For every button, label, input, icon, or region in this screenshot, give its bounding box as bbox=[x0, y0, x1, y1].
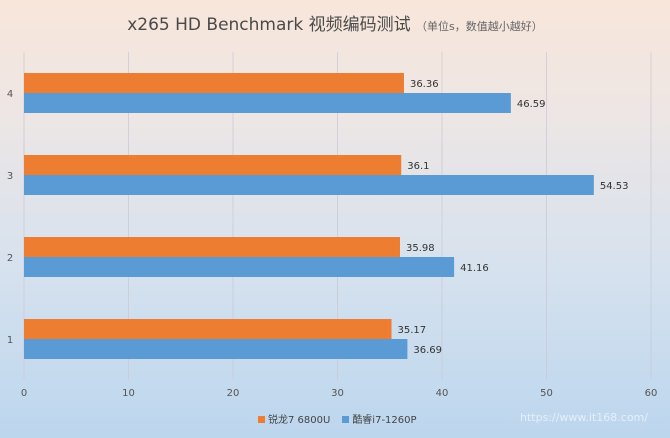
x-tick-label: 10 bbox=[122, 388, 135, 399]
data-label: 41.16 bbox=[460, 263, 489, 274]
legend-swatch bbox=[342, 416, 350, 423]
x-tick-label: 30 bbox=[331, 388, 344, 399]
y-tick-label: 3 bbox=[7, 171, 13, 182]
x-tick-label: 0 bbox=[21, 388, 27, 399]
legend: 锐龙7 6800U 酷睿i7-1260P bbox=[258, 411, 417, 426]
x-tick-label: 40 bbox=[436, 388, 449, 399]
y-tick-label: 4 bbox=[7, 89, 13, 100]
bar bbox=[24, 175, 594, 195]
data-label: 36.36 bbox=[410, 79, 439, 90]
data-label: 36.1 bbox=[407, 161, 429, 172]
legend-swatch bbox=[258, 416, 265, 423]
data-label: 35.17 bbox=[398, 325, 427, 336]
legend-label: 锐龙7 6800U bbox=[268, 415, 331, 426]
data-label: 46.59 bbox=[517, 99, 546, 110]
bar bbox=[24, 155, 402, 175]
bar bbox=[24, 257, 455, 277]
data-label: 35.98 bbox=[406, 243, 435, 254]
y-tick-label: 2 bbox=[7, 253, 13, 264]
data-label: 36.69 bbox=[413, 345, 442, 356]
bar bbox=[24, 73, 404, 93]
bar bbox=[24, 93, 511, 113]
chart-title: x265 HD Benchmark 视频编码测试 （单位s，数值越小越好） bbox=[0, 10, 670, 35]
chart-subtitle: （单位s，数值越小越好） bbox=[416, 20, 543, 33]
x-tick-label: 50 bbox=[540, 388, 553, 399]
watermark: https://www.it168.com/ bbox=[520, 411, 648, 424]
bar bbox=[24, 339, 408, 359]
legend-item-1: 酷睿i7-1260P bbox=[342, 411, 417, 426]
y-tick-label: 1 bbox=[7, 335, 13, 346]
bar bbox=[24, 319, 392, 339]
legend-item-0: 锐龙7 6800U bbox=[258, 411, 330, 426]
title-text: x265 HD Benchmark 视频编码测试 bbox=[127, 15, 411, 35]
legend-label: 酷睿i7-1260P bbox=[352, 415, 417, 426]
x-tick-label: 20 bbox=[227, 388, 240, 399]
x-tick-label: 60 bbox=[645, 388, 658, 399]
data-label: 54.53 bbox=[600, 181, 629, 192]
bar bbox=[24, 237, 400, 257]
